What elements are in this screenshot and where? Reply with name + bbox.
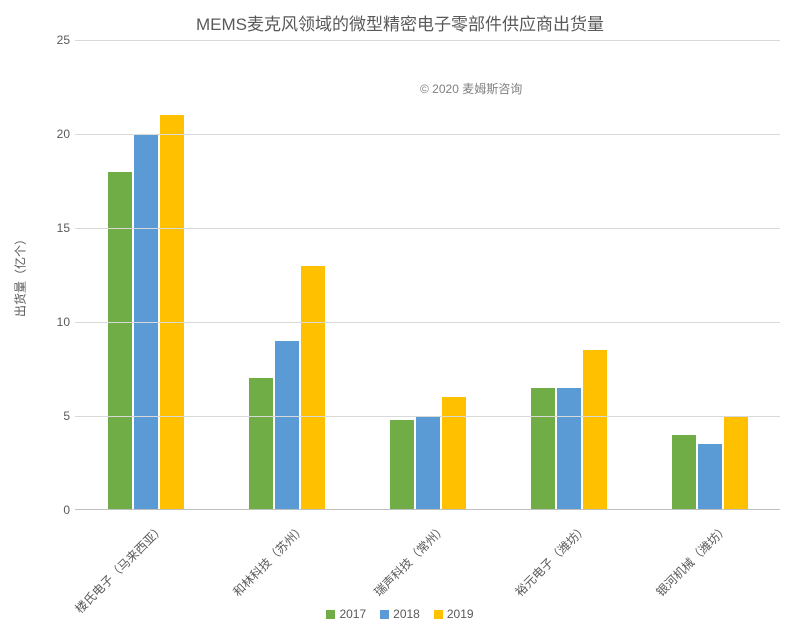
bar-chart: MEMS麦克风领域的微型精密电子零部件供应商出货量 © 2020 麦姆斯咨询 出… bbox=[0, 0, 800, 627]
legend: 201720182019 bbox=[0, 607, 800, 621]
y-tick-label: 20 bbox=[30, 127, 70, 141]
y-tick-label: 0 bbox=[30, 503, 70, 517]
bar bbox=[108, 172, 132, 510]
legend-label: 2018 bbox=[393, 607, 420, 621]
bar bbox=[275, 341, 299, 510]
gridline bbox=[75, 228, 780, 229]
bar bbox=[442, 397, 466, 510]
bar bbox=[301, 266, 325, 510]
legend-swatch bbox=[380, 610, 389, 619]
y-tick-label: 25 bbox=[30, 33, 70, 47]
bar bbox=[390, 420, 414, 510]
bar bbox=[416, 416, 440, 510]
gridline bbox=[75, 322, 780, 323]
gridline bbox=[75, 40, 780, 41]
gridline bbox=[75, 134, 780, 135]
bar bbox=[724, 416, 748, 510]
legend-item: 2018 bbox=[380, 607, 420, 621]
legend-item: 2019 bbox=[434, 607, 474, 621]
chart-title: MEMS麦克风领域的微型精密电子零部件供应商出货量 bbox=[0, 10, 800, 35]
bar bbox=[249, 378, 273, 510]
x-axis-line bbox=[75, 509, 780, 510]
plot-area bbox=[75, 40, 780, 510]
bar bbox=[583, 350, 607, 510]
legend-label: 2019 bbox=[447, 607, 474, 621]
gridline bbox=[75, 416, 780, 417]
y-axis-label: 出货量（亿个） bbox=[12, 233, 29, 317]
y-tick-label: 10 bbox=[30, 315, 70, 329]
bar bbox=[672, 435, 696, 510]
legend-swatch bbox=[434, 610, 443, 619]
bar bbox=[698, 444, 722, 510]
y-tick-label: 5 bbox=[30, 409, 70, 423]
bar bbox=[557, 388, 581, 510]
bars-layer bbox=[75, 40, 780, 510]
y-tick-label: 15 bbox=[30, 221, 70, 235]
bar bbox=[531, 388, 555, 510]
bar bbox=[160, 115, 184, 510]
legend-swatch bbox=[326, 610, 335, 619]
